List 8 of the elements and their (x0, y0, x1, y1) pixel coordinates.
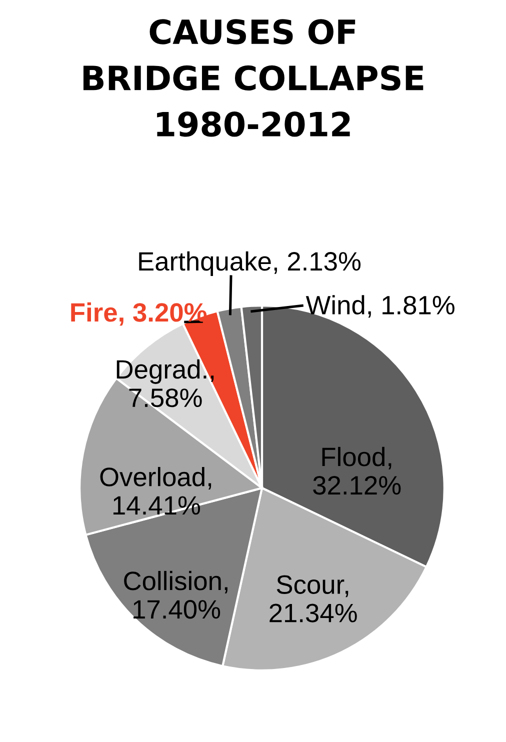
slice-label: Collision, 17.40% (124, 570, 228, 619)
slice-label: Earthquake, 2.13% (139, 251, 361, 276)
slice-label: Flood, 32.12% (313, 446, 401, 495)
chart-title: CAUSES OF BRIDGE COLLAPSE 1980-2012 (83, 19, 424, 137)
slice-label: Wind, 1.81% (306, 295, 454, 318)
slice-label: Fire, 3.20% (71, 302, 207, 326)
slice-label: Scour, 21.34% (270, 575, 357, 622)
slice-label: Overload, 14.41% (100, 466, 212, 515)
